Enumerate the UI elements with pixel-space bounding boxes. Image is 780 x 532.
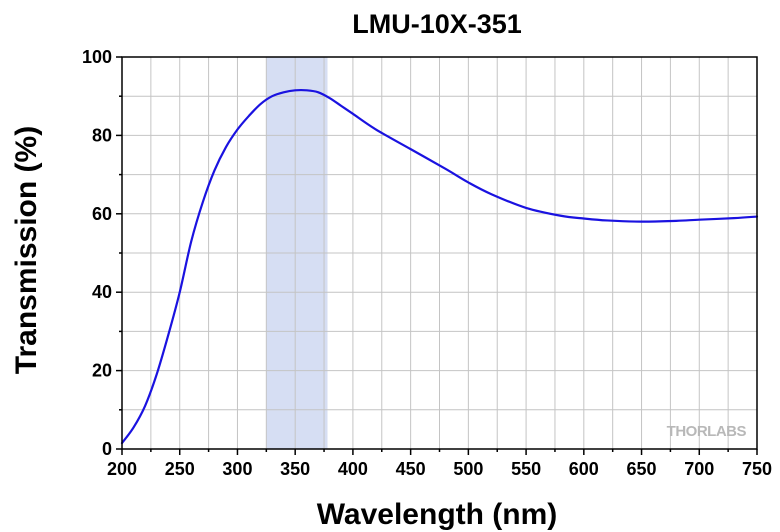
x-tick-label: 250 <box>165 459 195 479</box>
y-tick-label: 80 <box>92 125 112 145</box>
x-tick-label: 400 <box>338 459 368 479</box>
grid-layer <box>122 57 757 449</box>
thorlabs-watermark: THORLABS <box>667 423 747 440</box>
y-tick-label: 20 <box>92 361 112 381</box>
x-tick-label: 350 <box>280 459 310 479</box>
x-tick-label: 600 <box>569 459 599 479</box>
x-tick-label: 650 <box>627 459 657 479</box>
x-tick-label: 500 <box>453 459 483 479</box>
x-tick-label: 550 <box>511 459 541 479</box>
x-tick-label: 300 <box>222 459 252 479</box>
x-tick-label: 750 <box>742 459 772 479</box>
x-tick-label: 200 <box>107 459 137 479</box>
x-tick-label: 700 <box>684 459 714 479</box>
y-tick-label: 0 <box>102 439 112 459</box>
y-axis-label: Transmission (%) <box>10 126 43 374</box>
series-layer <box>120 88 759 445</box>
chart-title: LMU-10X-351 <box>352 9 522 39</box>
y-tick-label: 40 <box>92 282 112 302</box>
tick-layer: 200 250 300 350 400 450 500 550 600 650 700 750 0 20 4… <box>82 47 772 479</box>
y-tick-label: 100 <box>82 47 112 67</box>
x-axis-label: Wavelength (nm) <box>317 498 558 531</box>
x-tick-label: 450 <box>396 459 426 479</box>
y-tick-label: 60 <box>92 204 112 224</box>
transmission-series-line <box>120 88 759 445</box>
